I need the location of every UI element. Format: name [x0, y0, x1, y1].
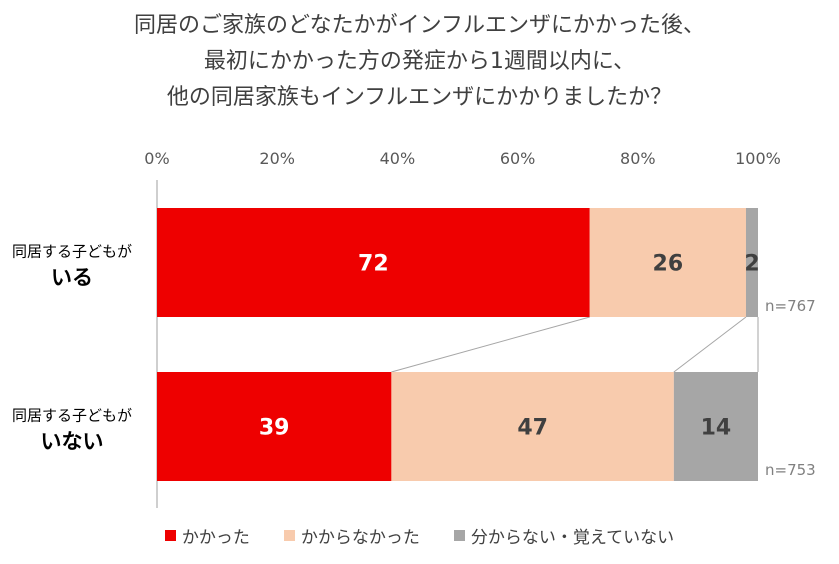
- tick-label-0: 0%: [144, 149, 169, 168]
- category-sub-label-1: 同居する子どもが: [12, 407, 132, 425]
- bar-segment-0-1: [589, 208, 746, 317]
- bar-value-label-1-0: 39: [259, 416, 290, 441]
- legend-item-2: 分からない・覚えていない: [453, 523, 675, 548]
- legend: かかった かからなかった 分からない・覚えていない: [0, 523, 839, 548]
- connector-lines: [391, 316, 759, 373]
- connector-line-1: [673, 316, 747, 373]
- tick-label-4: 80%: [620, 149, 656, 168]
- category-main-label-0: いる: [51, 266, 93, 290]
- legend-swatch-1: [283, 530, 295, 541]
- title-line-3: 他の同居家族もインフルエンザにかかりましたか？: [166, 85, 673, 110]
- sample-size-label-0: n=767: [765, 297, 816, 315]
- category-sub-label-0: 同居する子どもが: [12, 243, 132, 261]
- x-axis-ticks: 0% 20% 40% 60% 80% 100%: [144, 149, 781, 168]
- bar-segment-1-0: [157, 372, 392, 481]
- bar-segment-0-0: [157, 208, 590, 317]
- tick-label-3: 60%: [500, 149, 536, 168]
- title-line-1: 同居のご家族のどなたかがインフルエンザにかかった後、: [134, 13, 705, 38]
- bar-value-label-0-2: 2: [744, 252, 759, 277]
- legend-item-0: かかった: [164, 523, 250, 548]
- connector-line-0: [391, 316, 590, 373]
- title-line-2: 最初にかかった方の発症から1週間以内に、: [203, 49, 636, 74]
- legend-item-1: かからなかった: [283, 523, 420, 548]
- legend-label-0: かかった: [181, 528, 250, 548]
- bar-value-label-1-1: 47: [517, 416, 548, 441]
- legend-label-2: 分からない・覚えていない: [470, 528, 675, 548]
- bar-value-label-0-0: 72: [358, 252, 389, 277]
- bar-segment-1-2: [673, 372, 758, 481]
- tick-label-1: 20%: [259, 149, 295, 168]
- tick-label-2: 40%: [380, 149, 416, 168]
- bars: 72 26 2 n=767 39 47 14 n=753: [157, 208, 816, 481]
- bar-value-label-0-1: 26: [653, 252, 684, 277]
- sample-size-label-1: n=753: [765, 461, 816, 479]
- tick-label-5: 100%: [735, 149, 781, 168]
- category-main-label-1: いない: [41, 430, 104, 454]
- bar-segment-0-2: [745, 208, 758, 317]
- bar-value-label-1-2: 14: [701, 416, 732, 441]
- bar-segment-1-1: [391, 372, 674, 481]
- legend-label-1: かからなかった: [300, 528, 420, 548]
- legend-swatch-0: [164, 530, 176, 541]
- chart-title: 同居のご家族のどなたかがインフルエンザにかかった後、 最初にかかった方の発症から…: [0, 8, 839, 116]
- legend-swatch-2: [453, 530, 465, 541]
